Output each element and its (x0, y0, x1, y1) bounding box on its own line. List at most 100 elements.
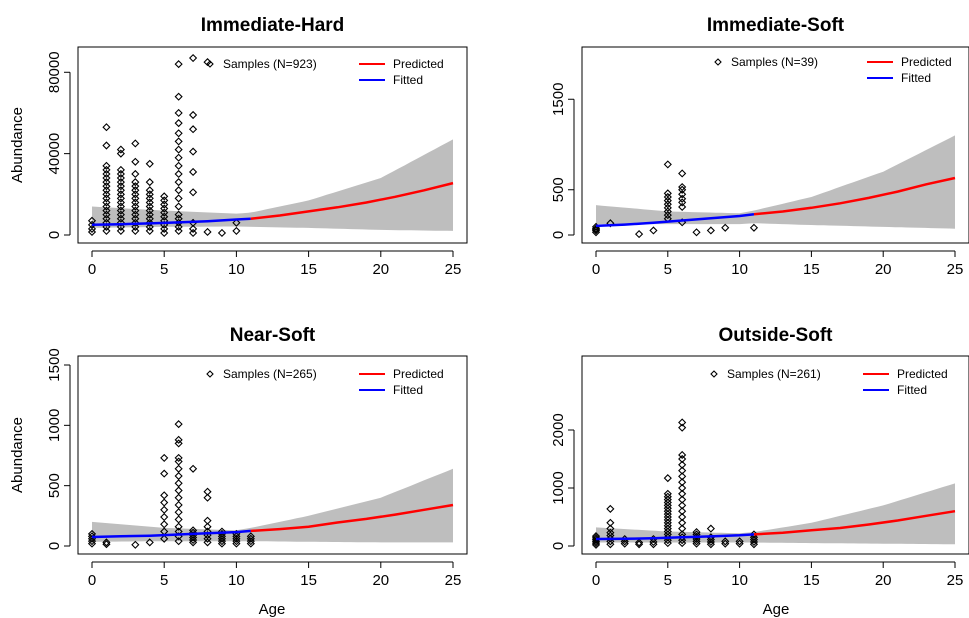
sample-point (678, 169, 687, 178)
x-axis-label: Age (259, 601, 286, 618)
sample-point (131, 186, 140, 195)
sample-point (116, 190, 125, 199)
sample-point (131, 202, 140, 211)
sample-point (160, 224, 169, 233)
sample-point (131, 540, 140, 549)
sample-point (663, 192, 672, 202)
y-axis-label: Abundance (9, 417, 26, 493)
sample-point (160, 520, 169, 529)
sample-point (678, 472, 687, 481)
sample-point (160, 208, 169, 217)
sample-point (145, 198, 154, 207)
sample-point (145, 178, 154, 187)
predicted-line (250, 181, 454, 220)
predicted-line (250, 503, 454, 533)
plot-frame (77, 355, 468, 555)
chart-panel-4: Outside-Soft 0 5 10 15 20 25 0 1000 2000 Samples (… (550, 325, 969, 589)
sample-point (102, 198, 111, 207)
x-tick-label: 25 (947, 572, 964, 589)
sample-point (663, 474, 672, 483)
fitted-line (595, 212, 755, 228)
sample-point (606, 219, 615, 228)
sample-point (174, 153, 183, 162)
y-tick-label: 1500 (46, 348, 63, 381)
sample-point (174, 435, 183, 444)
sample-point (735, 537, 744, 546)
sample-point (145, 226, 154, 236)
sample-point (174, 439, 183, 448)
sample-point (145, 190, 154, 199)
x-tick-label: 5 (160, 572, 168, 589)
sample-point (174, 522, 183, 531)
x-axis-label: Age (763, 601, 790, 618)
sample-point (203, 227, 212, 237)
sample-point (131, 194, 140, 203)
confidence-band (92, 468, 453, 543)
sample-point (203, 538, 212, 547)
y-axis-label: Abundance (9, 107, 26, 183)
sample-point (678, 190, 687, 199)
x-tick-label: 0 (592, 261, 600, 278)
sample-point (174, 471, 183, 481)
sample-point (189, 228, 198, 238)
sample-point (131, 157, 140, 166)
sample-point (116, 214, 125, 223)
sample-point (174, 145, 183, 154)
sample-point (174, 169, 183, 179)
predicted-line (753, 176, 956, 216)
sample-point (160, 192, 169, 201)
sample-point (246, 532, 255, 541)
x-tick-label: 10 (731, 572, 748, 589)
sample-point (678, 518, 687, 527)
confidence-band (92, 139, 453, 231)
sample-point (174, 453, 183, 462)
sample-point (131, 226, 140, 236)
sample-point (174, 457, 183, 466)
y-tick-label: 500 (550, 177, 567, 202)
sample-point (678, 489, 687, 498)
legend-sample-marker (206, 370, 214, 378)
sample-point (678, 454, 687, 464)
panel-title: Outside-Soft (719, 325, 834, 346)
x-tick-label: 0 (88, 261, 96, 278)
sample-point (189, 53, 198, 63)
sample-point (102, 186, 111, 195)
fitted-line (595, 533, 755, 541)
sample-point (189, 224, 198, 233)
sample-point (232, 218, 241, 227)
y-tick-label: 1500 (550, 83, 567, 116)
legend-sample-marker (710, 370, 718, 378)
sample-point (102, 165, 111, 174)
predicted-line (753, 509, 956, 536)
sample-point (203, 487, 212, 496)
sample-point (678, 512, 687, 522)
sample-point (678, 483, 687, 493)
sample-point (663, 160, 672, 169)
sample-point (160, 498, 169, 507)
sample-point (678, 478, 687, 487)
panel-title: Immediate-Hard (201, 15, 345, 36)
sample-point (145, 222, 154, 231)
sample-point (116, 198, 125, 207)
sample-point (174, 226, 183, 236)
x-tick-label: 15 (300, 572, 317, 589)
chart-panel-3: Near-Soft 0 5 10 15 20 25 0 500 1000 1500 Abundance… (9, 325, 468, 589)
sample-point (174, 108, 183, 118)
sample-point (174, 137, 183, 146)
confidence-band (596, 483, 955, 545)
sample-point (131, 198, 140, 207)
sample-point (131, 218, 140, 227)
sample-point (160, 534, 169, 543)
legend-fitted-label: Fitted (901, 71, 931, 85)
sample-point (203, 527, 212, 536)
legend-fitted-label: Fitted (897, 383, 927, 397)
sample-point (145, 206, 154, 215)
sample-point (102, 538, 111, 547)
sample-point (174, 493, 183, 502)
sample-point (145, 194, 154, 203)
sample-point (160, 491, 169, 500)
sample-point (160, 453, 169, 462)
x-tick-label: 15 (803, 572, 820, 589)
y-tick-label: 80000 (46, 51, 63, 93)
confidence-band (596, 135, 955, 229)
